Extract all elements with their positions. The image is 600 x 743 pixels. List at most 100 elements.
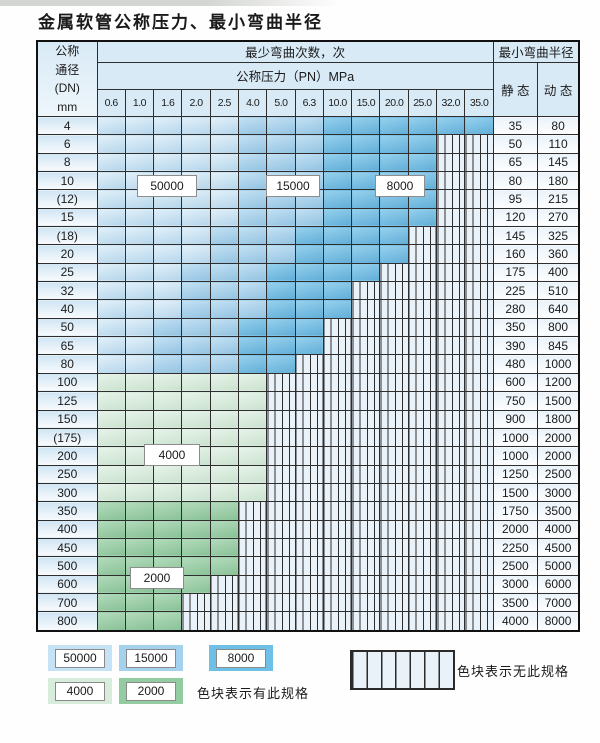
no-spec-cell <box>464 482 494 503</box>
spec-cell-15000 <box>266 134 296 154</box>
spec-cell-15000 <box>294 115 324 136</box>
static-radius-cell: 750 <box>492 391 538 411</box>
static-radius-cell: 390 <box>492 336 538 356</box>
spec-cell-8000 <box>351 152 381 173</box>
static-radius-cell: 2000 <box>492 519 538 539</box>
dynamic-radius-cell: 110 <box>536 134 580 154</box>
legend-swatch-label: 8000 <box>216 648 266 668</box>
spec-cell-4000 <box>209 446 239 466</box>
table-row: 450 2250 4500 <box>36 537 580 558</box>
no-spec-cell <box>266 482 296 503</box>
spec-cell-2000 <box>153 537 183 558</box>
pressure-radius-table: 公称 通径 (DN) mm 最少弯曲次数，次 最小弯曲半径 公称压力（PN）MP… <box>36 40 581 632</box>
no-spec-cell <box>379 482 409 503</box>
legend-swatch-8000: 8000 <box>209 645 273 671</box>
no-spec-cell <box>407 501 438 521</box>
no-spec-cell <box>294 391 324 411</box>
no-spec-cell <box>322 556 353 576</box>
no-spec-cell <box>379 281 409 301</box>
pressure-header-cell: 5.0 <box>266 89 296 117</box>
spec-cell-15000 <box>237 207 268 228</box>
no-spec-cell <box>237 592 268 613</box>
spec-cell-50000 <box>153 281 183 301</box>
dynamic-radius-cell: 325 <box>536 226 580 246</box>
spec-cell-50000 <box>153 115 183 136</box>
no-spec-cell <box>294 482 324 503</box>
spec-cell-8000 <box>266 317 296 338</box>
no-spec-cell <box>464 317 494 338</box>
no-spec-cell <box>351 537 381 558</box>
legend-swatch-label: 15000 <box>126 648 176 668</box>
spec-cell-4000 <box>153 391 183 411</box>
table-row: 350 1750 3500 <box>36 501 580 521</box>
table-row: 40 280 640 <box>36 299 580 319</box>
static-radius-cell: 600 <box>492 372 538 393</box>
no-spec-cell <box>322 611 353 632</box>
dn-cell: 150 <box>36 409 98 429</box>
no-spec-cell <box>351 501 381 521</box>
spec-cell-4000 <box>96 482 126 503</box>
no-spec-cell <box>379 556 409 576</box>
static-radius-cell: 145 <box>492 226 538 246</box>
table-row: 32 225 510 <box>36 281 580 301</box>
dynamic-radius-cell: 2500 <box>536 464 580 484</box>
no-spec-cell <box>379 427 409 448</box>
no-spec-cell <box>436 299 466 319</box>
pressure-header-cell: 10.0 <box>322 89 353 117</box>
dynamic-radius-cell: 1000 <box>536 354 580 374</box>
no-spec-cell <box>322 482 353 503</box>
spec-cell-50000 <box>181 134 211 154</box>
no-spec-cell <box>464 574 494 594</box>
spec-cell-8000 <box>266 354 296 374</box>
dn-cell: 20 <box>36 244 98 264</box>
dn-cell: 400 <box>36 519 98 539</box>
spec-cell-50000 <box>153 226 183 246</box>
static-radius-cell: 4000 <box>492 611 538 632</box>
no-spec-cell <box>237 556 268 576</box>
dynamic-radius-cell: 400 <box>536 262 580 283</box>
static-radius-cell: 225 <box>492 281 538 301</box>
spec-cell-15000 <box>181 281 211 301</box>
no-spec-cell <box>407 262 438 283</box>
no-spec-cell <box>379 501 409 521</box>
spec-cell-50000 <box>181 115 211 136</box>
no-spec-cell <box>351 556 381 576</box>
table-row: 500 2500 5000 <box>36 556 580 576</box>
no-spec-cell <box>294 501 324 521</box>
spec-cell-15000 <box>181 299 211 319</box>
table-row: 15 120 270 <box>36 207 580 228</box>
cycles-label-50000: 50000 <box>137 175 197 197</box>
spec-cell-4000 <box>96 446 126 466</box>
spec-cell-2000 <box>124 611 155 632</box>
spec-cell-8000 <box>294 281 324 301</box>
spec-cell-4000 <box>96 372 126 393</box>
no-spec-cell <box>436 464 466 484</box>
spec-cell-15000 <box>181 336 211 356</box>
dn-cell: 10 <box>36 171 98 191</box>
spec-cell-8000 <box>379 244 409 264</box>
static-column-header: 静 态 <box>492 61 538 117</box>
no-spec-cell <box>294 372 324 393</box>
no-spec-cell <box>407 409 438 429</box>
spec-cell-4000 <box>237 409 268 429</box>
no-spec-cell <box>436 134 466 154</box>
spec-cell-50000 <box>124 317 155 338</box>
spec-cell-50000 <box>96 354 126 374</box>
dn-cell: 250 <box>36 464 98 484</box>
no-spec-cell <box>407 537 438 558</box>
no-spec-cell <box>464 336 494 356</box>
no-spec-cell <box>379 464 409 484</box>
spec-cell-15000 <box>237 244 268 264</box>
spec-cell-8000 <box>322 262 353 283</box>
no-spec-cell <box>351 409 381 429</box>
spec-cell-8000 <box>322 244 353 264</box>
spec-cell-15000 <box>209 336 239 356</box>
no-spec-cell <box>322 501 353 521</box>
static-radius-cell: 160 <box>492 244 538 264</box>
static-radius-cell: 350 <box>492 317 538 338</box>
no-spec-cell <box>294 574 324 594</box>
dynamic-radius-cell: 360 <box>536 244 580 264</box>
spec-cell-50000 <box>124 134 155 154</box>
spec-cell-50000 <box>96 207 126 228</box>
